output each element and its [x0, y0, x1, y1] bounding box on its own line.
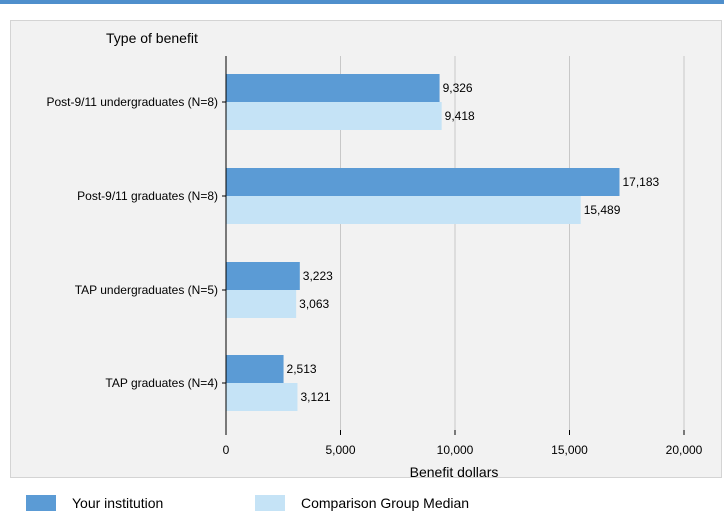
- bar-value-label: 3,063: [299, 297, 329, 311]
- bar-comparison-median: [226, 290, 297, 318]
- legend-label-comparison: Comparison Group Median: [301, 495, 470, 511]
- x-tick-label: 5,000: [325, 443, 355, 457]
- bar-comparison-median: [226, 196, 581, 224]
- top-rule: [0, 0, 724, 4]
- category-label: TAP undergraduates (N=5): [75, 283, 218, 297]
- bar-value-label: 17,183: [622, 175, 659, 189]
- category-label: TAP graduates (N=4): [105, 376, 218, 390]
- x-tick-label: 20,000: [666, 443, 703, 457]
- legend-item-comparison: Comparison Group Median: [255, 490, 469, 516]
- legend-item-primary: Your institution: [26, 490, 163, 516]
- bar-value-label: 9,326: [443, 81, 473, 95]
- bar-your-institution: [226, 355, 284, 383]
- legend: Your institution Comparison Group Median: [0, 490, 724, 516]
- bar-comparison-median: [226, 102, 442, 130]
- category-label: Post-9/11 undergraduates (N=8): [46, 95, 218, 109]
- axes: 0 5,000 10,000 15,000 20,000 Post-9/11 underg…: [46, 56, 703, 457]
- x-tick-label: 0: [223, 443, 230, 457]
- bar-comparison-median: [226, 383, 298, 411]
- legend-swatch-primary: [26, 495, 56, 511]
- bar-value-label: 3,223: [303, 269, 333, 283]
- x-axis-title: Benefit dollars: [410, 464, 499, 480]
- bar-value-label: 2,513: [287, 362, 317, 376]
- legend-label-primary: Your institution: [72, 495, 164, 511]
- x-tick-label: 10,000: [437, 443, 474, 457]
- bar-your-institution: [226, 262, 300, 290]
- bar-value-label: 15,489: [584, 203, 621, 217]
- x-tick-label: 15,000: [551, 443, 588, 457]
- bar-your-institution: [226, 74, 440, 102]
- y-axis-title: Type of benefit: [106, 30, 198, 46]
- category-label: Post-9/11 graduates (N=8): [77, 189, 218, 203]
- bar-value-label: 3,121: [300, 390, 330, 404]
- legend-swatch-comparison: [255, 495, 285, 511]
- bar-value-label: 9,418: [445, 109, 475, 123]
- bar-your-institution: [226, 168, 620, 196]
